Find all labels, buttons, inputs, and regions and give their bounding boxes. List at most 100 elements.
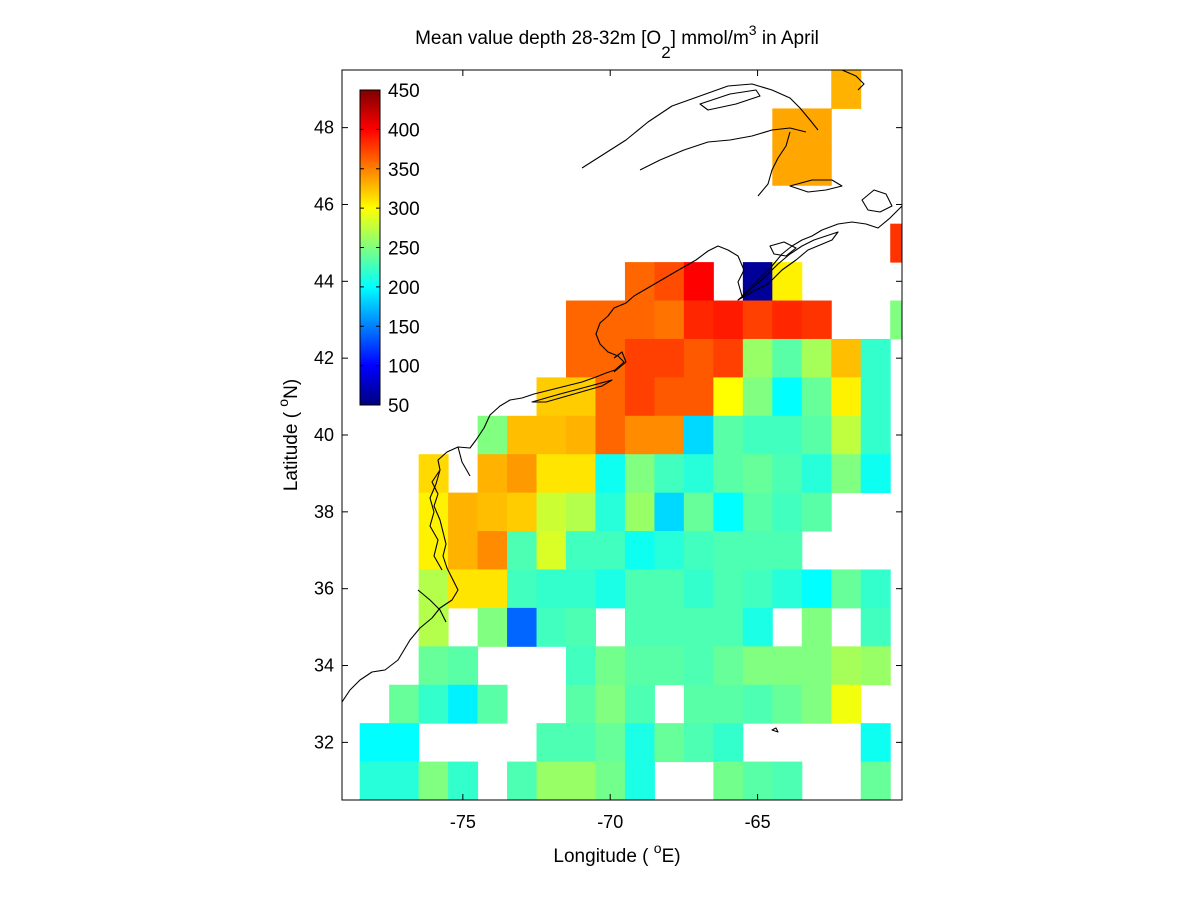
heatmap-cell (448, 569, 479, 609)
heatmap-cell (359, 761, 390, 800)
x-tick-label: -65 (745, 812, 771, 832)
heatmap-cell (477, 454, 508, 494)
heatmap-cell (801, 338, 832, 378)
heatmap-cell (772, 262, 803, 302)
heatmap-cell (566, 646, 596, 686)
x-axis-ticks: -75 -70 -65 (450, 70, 771, 832)
heatmap-cell (683, 492, 714, 532)
heatmap-cell (772, 454, 803, 494)
heatmap-cell (831, 646, 862, 686)
heatmap-cell (831, 338, 862, 378)
y-tick-label: 34 (314, 656, 334, 676)
heatmap-cell (683, 377, 714, 417)
heatmap-cell (860, 454, 891, 494)
heatmap-cell (477, 569, 508, 609)
heatmap-cell (654, 415, 685, 455)
heatmap-cell (801, 415, 832, 455)
heatmap-cell (860, 415, 891, 455)
heatmap-cell (624, 300, 655, 340)
y-tick-label: 42 (314, 348, 334, 368)
heatmap-cell (713, 492, 744, 532)
gaspe-shore (639, 127, 807, 171)
heatmap-cell (742, 646, 773, 686)
heatmap-cell (536, 492, 567, 532)
delaware-bay (457, 446, 471, 477)
heatmap-cell (566, 415, 596, 455)
heatmap-cell (536, 454, 567, 494)
heatmap-cell (772, 377, 803, 417)
heatmap-cell (536, 723, 567, 763)
heatmap-cell (654, 569, 685, 609)
heatmap-cell (713, 569, 744, 609)
heatmap-cell (860, 377, 891, 417)
heatmap-cell (595, 531, 626, 570)
heatmap-cell (477, 492, 508, 532)
heatmap-cell (683, 300, 714, 340)
heatmap-cell (418, 531, 449, 570)
heatmap-cell (418, 761, 449, 800)
heatmap-cell (801, 569, 832, 609)
heatmap-cell (624, 262, 655, 302)
cape-breton (861, 189, 893, 213)
heatmap-cell (713, 646, 744, 686)
heatmap-cell (742, 492, 773, 532)
heatmap-cell (477, 607, 508, 647)
heatmap-cell (801, 607, 832, 647)
heatmap-cell (624, 454, 655, 494)
heatmap-cell (624, 761, 655, 800)
heatmap-cell (507, 569, 538, 609)
cape-cod (613, 351, 627, 373)
heatmap-cell (536, 607, 567, 647)
heatmap-cell (831, 70, 862, 109)
heatmap-cell (772, 415, 803, 455)
y-tick-label: 40 (314, 425, 334, 445)
chart-title: Mean value depth 28-32m [O2] mmol/m3 in … (415, 22, 819, 62)
heatmap-cell (566, 377, 596, 417)
colorbar-tick-label: 50 (388, 396, 409, 417)
heatmap-cell (713, 300, 744, 340)
heatmap-cell (624, 723, 655, 763)
heatmap-cell (566, 338, 596, 378)
heatmap-cell (860, 723, 891, 763)
heatmap-cell (801, 646, 832, 686)
heatmap-cell (742, 607, 773, 647)
y-axis-label: Latitude ( oN) (275, 379, 302, 491)
heatmap-cell (595, 415, 626, 455)
heatmap-cell (772, 684, 803, 724)
nova-scotia (737, 231, 839, 301)
heatmap-cell (683, 607, 714, 647)
y-tick-label: 32 (314, 732, 334, 752)
heatmap-cell (566, 531, 596, 570)
heatmap-cell (801, 684, 832, 724)
heatmap-cell (772, 531, 803, 570)
heatmap-cell (772, 492, 803, 532)
heatmap-cell (801, 377, 832, 417)
heatmap-cell (566, 492, 596, 532)
heatmap-cell (683, 531, 714, 570)
heatmap-cell (713, 684, 744, 724)
heatmap-cell (595, 723, 626, 763)
heatmap-cell (860, 761, 891, 800)
heatmap-cell (624, 684, 655, 724)
heatmap-cell (683, 454, 714, 494)
heatmap-cell (624, 492, 655, 532)
heatmap-cell (713, 531, 744, 570)
heatmap-cell (624, 415, 655, 455)
heatmap-cell (772, 646, 803, 686)
heatmap-cell (654, 723, 685, 763)
anticosti (699, 89, 761, 111)
heatmap-cell (507, 761, 538, 800)
heatmap-cell (507, 415, 538, 455)
heatmap-cell (595, 761, 626, 800)
y-axis-ticks: 32 34 36 38 40 42 44 46 48 (314, 118, 902, 752)
long-island (531, 379, 613, 403)
heatmap-cell (418, 569, 449, 609)
heatmap-cell (683, 415, 714, 455)
coastline-outline (342, 70, 902, 733)
heatmap-cell (654, 646, 685, 686)
pei (789, 179, 843, 193)
heatmap-cell (448, 646, 479, 686)
heatmap-cell (448, 684, 479, 724)
heatmap-cell (566, 569, 596, 609)
